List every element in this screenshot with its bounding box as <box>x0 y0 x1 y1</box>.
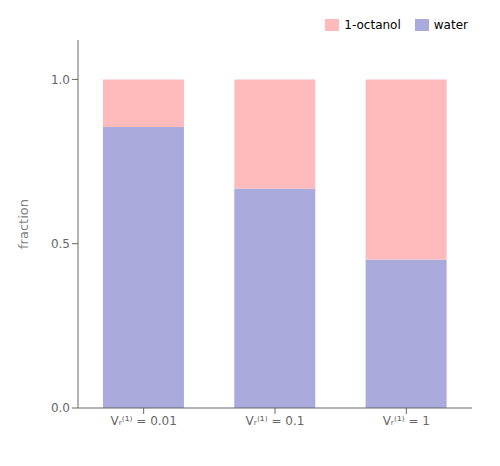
svg-text:fraction: fraction <box>16 199 31 249</box>
svg-text:1.0: 1.0 <box>51 73 70 87</box>
svg-text:Vᵣ⁽¹⁾ = 0.1: Vᵣ⁽¹⁾ = 0.1 <box>246 414 305 428</box>
svg-text:0.0: 0.0 <box>51 401 70 415</box>
svg-text:Vᵣ⁽¹⁾ = 0.01: Vᵣ⁽¹⁾ = 0.01 <box>110 414 176 428</box>
svg-text:Vᵣ⁽¹⁾ = 1: Vᵣ⁽¹⁾ = 1 <box>383 414 430 428</box>
html-text:1-octanol: 1-octanol <box>344 18 401 32</box>
html-text:water: water <box>433 18 468 32</box>
svg-text:0.5: 0.5 <box>51 237 70 251</box>
